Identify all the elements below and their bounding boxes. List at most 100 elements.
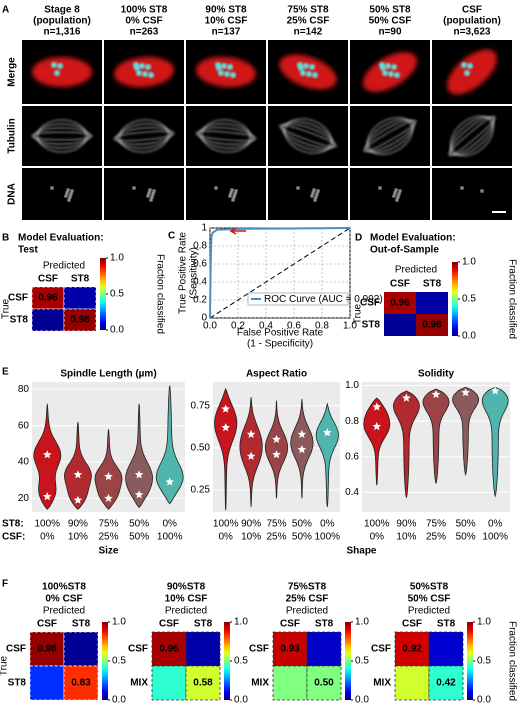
row-category: CSF xyxy=(249,644,269,655)
violin xyxy=(452,386,479,477)
row-category: MIX xyxy=(373,678,391,689)
colorbar-tick-label: 0.0 xyxy=(477,695,491,706)
column-category: CSF xyxy=(280,619,300,630)
image-bg xyxy=(186,168,266,220)
x-tick-label: 0.4 xyxy=(259,321,273,332)
panel-letter: F xyxy=(2,579,8,590)
spindle-fiber xyxy=(197,126,255,146)
y-tick-label: 80 xyxy=(18,384,30,395)
plot-title: Aspect Ratio xyxy=(246,369,307,380)
dna-spot xyxy=(312,188,316,192)
mode-star xyxy=(165,477,174,486)
dna-cyan xyxy=(464,70,470,76)
image-bg xyxy=(104,168,184,220)
x-tick-label: 1.0 xyxy=(343,321,357,332)
y-label: (Sensitivity) xyxy=(189,247,200,299)
dna-spot xyxy=(395,198,399,202)
panel-letter: D xyxy=(355,233,362,244)
column-header: (population) xyxy=(443,16,501,27)
column-category: ST8 xyxy=(315,619,334,630)
cell-value: 0.98 xyxy=(422,320,442,331)
colorbar xyxy=(345,622,351,700)
dna-cyan xyxy=(467,63,473,69)
dna-spot xyxy=(234,189,238,193)
cell-value: 0.98 xyxy=(70,315,90,326)
mode-star xyxy=(372,402,382,411)
dna-spot xyxy=(214,186,218,190)
column-header: 10% CSF xyxy=(205,16,248,27)
colorbar xyxy=(467,622,473,700)
column-header: 0% CSF xyxy=(125,16,162,27)
colorbar xyxy=(452,262,458,336)
st8-label: 100% xyxy=(364,519,390,530)
y-tick-label: 1 xyxy=(201,223,207,234)
dna-cyan xyxy=(221,63,227,69)
dna-spot xyxy=(314,195,318,199)
st8-label: 0% xyxy=(320,519,335,530)
column-header: n=137 xyxy=(212,27,241,38)
dna-spot xyxy=(393,191,397,195)
spindle-fiber xyxy=(113,130,175,142)
row-category: CSF xyxy=(6,644,26,655)
matrix-title: Test xyxy=(18,245,38,256)
row-category: CSF xyxy=(128,644,148,655)
micrograph xyxy=(22,40,102,104)
y-tick-label: 1.0 xyxy=(345,380,359,391)
colorbar-tick-label: 1.0 xyxy=(234,617,248,628)
matrix-cell xyxy=(416,292,448,314)
spindle-fiber xyxy=(195,130,257,142)
dna-spot xyxy=(296,186,300,190)
mode-star xyxy=(246,451,256,460)
column-header: 50% ST8 xyxy=(369,5,411,16)
st8-label: 100% xyxy=(213,519,239,530)
violin xyxy=(125,403,154,509)
roc-curve xyxy=(209,227,351,319)
column-category: ST8 xyxy=(194,619,213,630)
dna-spot xyxy=(69,192,73,196)
column-category: CSF xyxy=(38,274,58,285)
column-category: ST8 xyxy=(423,279,442,290)
mode-star xyxy=(461,388,470,397)
matrix-title: 50% CSF xyxy=(408,594,451,605)
x-label: (1 - Specificity) xyxy=(247,339,313,350)
spindle-fiber xyxy=(449,116,495,156)
matrix-title: Out-of-Sample xyxy=(370,245,439,256)
column-category: CSF xyxy=(402,619,422,630)
colorbar-tick-label: 0.5 xyxy=(110,289,124,300)
column-header: n=3,623 xyxy=(454,27,491,38)
x-tick-label: 0.6 xyxy=(287,321,301,332)
dna-spot xyxy=(68,195,72,199)
column-category: ST8 xyxy=(71,274,90,285)
y-tick-label: 0.4 xyxy=(193,277,207,288)
dna-spot xyxy=(392,194,396,198)
column-header: 90% ST8 xyxy=(205,5,247,16)
dna-cyan xyxy=(139,63,145,69)
dna-cyan xyxy=(142,71,148,77)
cell-value: 0.96 xyxy=(38,293,58,304)
dna-cyan xyxy=(461,62,467,68)
x-label: Predicted xyxy=(43,606,85,617)
mode-star xyxy=(104,493,113,502)
mode-star xyxy=(104,472,113,481)
matrix-cell xyxy=(63,665,99,701)
row-category: CSF xyxy=(371,644,391,655)
violin xyxy=(264,400,289,499)
colorbar-tick-label: 1.0 xyxy=(355,617,369,628)
spindle-fiber xyxy=(450,115,494,157)
csf-label: 25% xyxy=(266,532,286,543)
spindle-fiber xyxy=(282,120,334,152)
colorbar xyxy=(224,622,230,700)
panel-letter: B xyxy=(2,233,9,244)
matrix-cell xyxy=(428,631,464,667)
row-category: CSF xyxy=(360,298,380,309)
dna-cyan xyxy=(218,70,224,76)
dna-cyan xyxy=(148,72,154,78)
micrograph xyxy=(432,40,512,104)
cell-value: 0.42 xyxy=(436,678,456,689)
matrix-title: 50%ST8 xyxy=(410,582,449,593)
micrograph xyxy=(268,106,348,166)
spindle-fiber xyxy=(280,123,336,149)
dna-cyan xyxy=(230,72,236,78)
micrograph xyxy=(432,106,512,166)
micrograph xyxy=(268,40,348,104)
